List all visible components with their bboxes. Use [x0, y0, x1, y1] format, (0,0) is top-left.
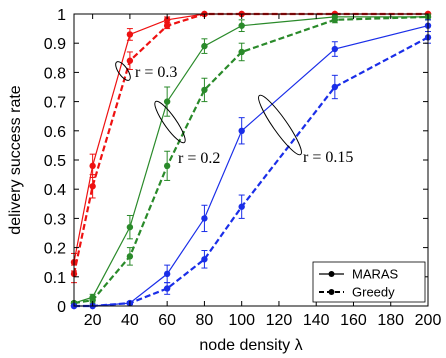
data-point: [163, 22, 171, 29]
data-point: [201, 86, 208, 94]
annotation-label: r = 0.3: [135, 64, 177, 81]
x-tick-label: 200: [415, 312, 442, 329]
series-line: [73, 13, 428, 263]
data-point: [163, 162, 171, 170]
y-tick-label: 0.4: [44, 182, 66, 199]
x-tick-label: 60: [158, 312, 176, 329]
data-point: [201, 256, 208, 263]
data-point: [331, 45, 339, 53]
data-point: [126, 57, 134, 64]
data-point: [238, 203, 245, 210]
x-tick-label: 40: [121, 312, 139, 329]
data-point: [126, 31, 134, 38]
annotation-label: r = 0.2: [178, 150, 220, 167]
data-point: [163, 98, 171, 105]
series-03-maras: [70, 10, 432, 272]
data-point: [201, 215, 208, 222]
legend: MARAS Greedy: [312, 261, 426, 303]
y-tick-label: 0.3: [44, 211, 66, 228]
annotation-ellipse: [115, 61, 131, 81]
series-line: [72, 12, 428, 275]
y-tick-label: 0.1: [44, 270, 66, 287]
legend-box: [312, 261, 426, 303]
annotation-ellipse: [154, 100, 186, 144]
series-line: [74, 36, 429, 308]
data-point: [238, 127, 245, 134]
y-tick-label: 0: [57, 299, 66, 316]
data-point: [89, 183, 96, 190]
data-point: [163, 270, 171, 278]
legend-label-greedy: Greedy: [352, 285, 395, 300]
annotation-ellipse: [258, 94, 302, 156]
x-tick-label: 20: [84, 312, 102, 329]
x-axis-label: node density λ: [199, 337, 302, 354]
annotation-layer: r = 0.3 r = 0.2 r = 0.15: [115, 61, 353, 167]
y-tick-label: 1: [57, 7, 66, 24]
y-tick-label: 0.2: [44, 241, 66, 258]
legend-label-maras: MARAS: [352, 267, 399, 282]
y-tick-label: 0.9: [44, 36, 66, 53]
data-point: [126, 223, 134, 231]
series-015-greedy: [70, 31, 432, 310]
legend-marker: [328, 271, 335, 277]
y-tick-label: 0.7: [44, 95, 66, 112]
y-tick-label: 0.8: [44, 65, 66, 82]
y-axis-label: delivery success rate: [7, 85, 24, 234]
y-tick-label: 0.6: [44, 124, 66, 141]
data-point: [238, 48, 245, 56]
series-line: [73, 16, 428, 304]
x-tick-label: 100: [228, 312, 255, 329]
legend-marker: [328, 289, 335, 295]
data-point: [89, 296, 96, 304]
annotation-label: r = 0.15: [303, 149, 353, 166]
data-point: [89, 162, 96, 170]
data-point: [331, 83, 339, 91]
data-point: [201, 42, 208, 50]
data-point: [331, 16, 339, 24]
x-tick-label: 140: [303, 312, 330, 329]
data-point: [126, 253, 134, 260]
x-tick-label: 80: [196, 312, 214, 329]
data-point: [163, 285, 171, 292]
x-tick-label: 180: [377, 312, 404, 329]
series-line: [73, 15, 429, 305]
x-tick-label: 120: [266, 312, 293, 329]
data-point: [163, 16, 171, 24]
y-tick-label: 0.5: [44, 153, 66, 170]
x-tick-label: 160: [340, 312, 367, 329]
data-point: [238, 22, 245, 29]
